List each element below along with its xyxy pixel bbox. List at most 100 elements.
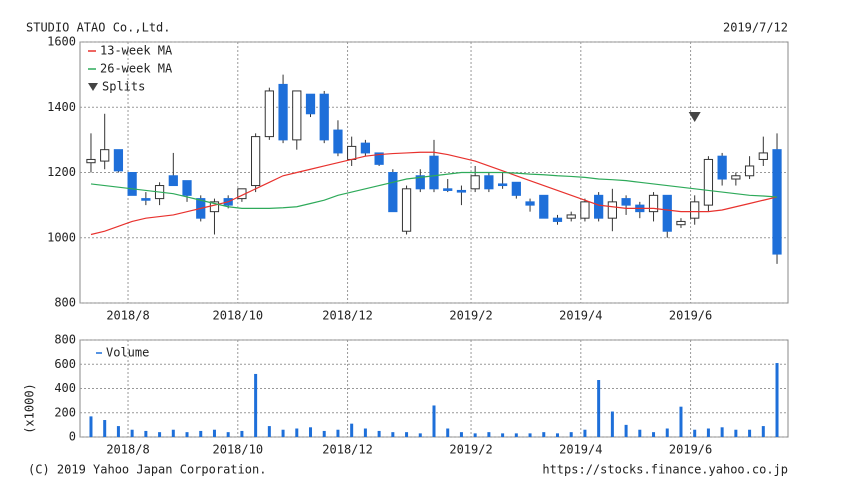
candle-body xyxy=(456,189,467,193)
volume-bar xyxy=(350,423,354,437)
y-tick-label: 600 xyxy=(54,357,76,371)
volume-bar xyxy=(281,429,285,437)
volume-bar xyxy=(226,432,230,437)
x-tick-label: 2018/8 xyxy=(106,443,149,457)
candle-body xyxy=(113,149,124,172)
volume-bar xyxy=(144,430,148,437)
candle-body xyxy=(621,198,631,206)
y-tick-label: 1400 xyxy=(47,100,76,114)
volume-bar xyxy=(734,429,738,437)
ma-line xyxy=(90,171,778,209)
candle-body xyxy=(552,217,563,222)
volume-bar xyxy=(363,428,367,437)
candle-body xyxy=(484,175,494,190)
candle-body xyxy=(168,175,178,187)
candle-body xyxy=(703,158,714,206)
volume-bar xyxy=(377,430,381,437)
y-axis-label: (x1000) xyxy=(23,383,37,434)
volume-bar xyxy=(103,420,107,437)
y-tick-label: 1200 xyxy=(47,165,76,179)
candle-body xyxy=(539,194,549,219)
volume-bar xyxy=(501,433,505,437)
candle-body xyxy=(347,145,357,160)
candle-body xyxy=(292,90,302,141)
volume-bar xyxy=(706,428,710,437)
volume-bar xyxy=(432,405,436,437)
y-tick-label: 0 xyxy=(69,430,76,444)
volume-bar xyxy=(638,429,642,437)
source-url: https://stocks.finance.yahoo.co.jp xyxy=(542,463,788,477)
legend-swatch xyxy=(88,83,98,91)
candle-body xyxy=(100,149,110,162)
volume-bar xyxy=(720,427,724,437)
x-tick-label: 2019/4 xyxy=(559,443,602,457)
candle-body xyxy=(758,152,768,160)
candle-body xyxy=(333,129,343,154)
volume-bar xyxy=(748,429,752,437)
candle-body xyxy=(676,220,686,226)
volume-bar xyxy=(309,427,313,437)
candle-body xyxy=(566,214,576,219)
volume-bar xyxy=(254,373,258,437)
candle-body xyxy=(319,93,329,141)
candle-body xyxy=(662,194,672,232)
volume-bar xyxy=(199,430,203,437)
legend-label: Splits xyxy=(102,80,145,94)
x-tick-label: 2019/2 xyxy=(449,309,492,323)
volume-bar xyxy=(158,432,162,437)
volume-bar xyxy=(185,432,189,437)
volume-bar xyxy=(459,432,463,437)
volume-bar xyxy=(775,363,779,437)
volume-bar xyxy=(652,432,656,437)
volume-bar xyxy=(130,429,134,437)
candle-body xyxy=(127,172,137,196)
volume-bar xyxy=(514,433,518,437)
candle-body xyxy=(731,175,741,180)
volume-bar xyxy=(610,411,614,437)
candle-body xyxy=(497,183,508,187)
candle-body xyxy=(415,175,425,190)
x-tick-label: 2018/8 xyxy=(106,309,149,323)
x-tick-label: 2019/6 xyxy=(669,443,712,457)
split-marker xyxy=(688,112,701,123)
candle-body xyxy=(607,201,617,219)
candle-body xyxy=(401,188,412,232)
volume-bar xyxy=(583,429,587,437)
volume-bar xyxy=(446,428,450,437)
candle-body xyxy=(648,194,659,213)
legend-label: 26-week MA xyxy=(100,62,173,76)
volume-bar xyxy=(665,428,669,437)
candle-body xyxy=(278,83,288,141)
legend-label: Volume xyxy=(106,346,149,360)
candle-body xyxy=(744,165,755,177)
x-tick-label: 2018/12 xyxy=(322,443,373,457)
candle-body xyxy=(470,175,480,190)
candle-body xyxy=(264,90,274,138)
x-tick-label: 2019/2 xyxy=(449,443,492,457)
x-tick-label: 2019/4 xyxy=(559,309,602,323)
candle-body xyxy=(251,136,261,187)
company-name: STUDIO ATAO Co.,Ltd. xyxy=(26,21,171,35)
candle-body xyxy=(360,142,371,154)
copyright: (C) 2019 Yahoo Japan Corporation. xyxy=(28,463,266,477)
candle-body xyxy=(209,201,220,213)
date: 2019/7/12 xyxy=(723,21,788,35)
candle-body xyxy=(580,201,590,219)
volume-bar xyxy=(555,433,559,437)
volume-bar xyxy=(322,430,326,437)
volume-bar xyxy=(267,426,271,437)
volume-bar xyxy=(336,429,340,437)
volume-bar xyxy=(693,429,697,437)
volume-bar xyxy=(240,430,244,437)
candle-body xyxy=(141,198,151,201)
candle-body xyxy=(388,172,398,213)
volume-bar xyxy=(295,428,299,437)
volume-bar xyxy=(761,426,765,437)
candle-body xyxy=(511,181,521,196)
volume-bar xyxy=(679,406,683,437)
volume-bar xyxy=(597,380,601,437)
candle-body xyxy=(594,194,604,219)
candle-body xyxy=(443,188,453,191)
